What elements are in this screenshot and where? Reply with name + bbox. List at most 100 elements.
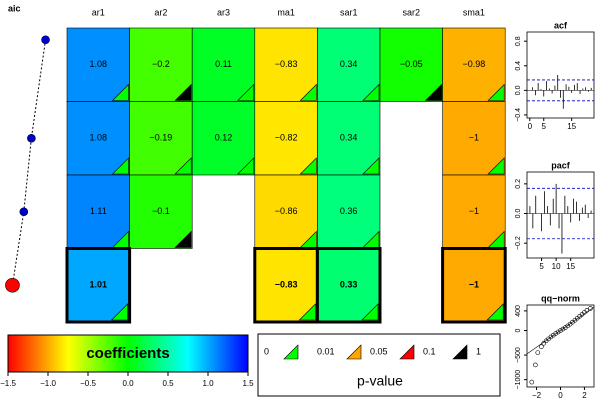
p-triangle — [424, 83, 442, 101]
x-tick-label: 15 — [567, 122, 576, 131]
coefficient-tile — [254, 101, 318, 176]
coefficient-tile — [66, 27, 130, 102]
colorbar-tick-label: −1.5 — [0, 379, 16, 388]
x-tick-label: 5 — [542, 122, 547, 131]
colorbar-tick-label: −0.5 — [80, 379, 96, 388]
tile-label: 0.33 — [340, 280, 358, 290]
tile-label: −0.98 — [463, 59, 486, 69]
tile-label: 1.11 — [90, 206, 107, 216]
tile-label: −0.19 — [150, 133, 173, 143]
p-triangle — [237, 157, 255, 175]
coefficient-tile — [65, 247, 132, 324]
tile-label: −0.83 — [275, 280, 298, 290]
aic-point — [41, 35, 50, 45]
colorbar-tick-label: 1.5 — [242, 379, 254, 388]
tile-label: 1.01 — [90, 280, 108, 290]
qq-point — [529, 379, 535, 385]
p-triangle — [361, 303, 379, 321]
qq-point — [553, 331, 559, 336]
p-triangle — [299, 157, 317, 175]
column-label: ma1 — [277, 7, 295, 17]
qq-point — [584, 308, 590, 313]
coefficient-tile — [253, 247, 319, 324]
column-label: sar1 — [340, 7, 358, 17]
qq-point — [558, 328, 563, 333]
coefficient-tile — [317, 101, 381, 176]
x-tick-label: 15 — [566, 262, 575, 271]
y-tick-label: 0.0 — [515, 85, 522, 95]
qq-point — [555, 329, 561, 335]
tile-label: −0.2 — [152, 59, 170, 69]
tile-label: 0.11 — [215, 59, 232, 69]
y-tick-label: 0.0 — [515, 209, 522, 219]
aic-point — [19, 207, 29, 217]
panel-title: pacf — [551, 160, 571, 170]
tile-label: −0.1 — [152, 206, 170, 216]
qq-point — [539, 344, 544, 350]
legend-box — [257, 333, 501, 397]
panel-frame — [526, 171, 595, 259]
coefficient-tile — [254, 174, 318, 249]
panel-frame — [526, 304, 595, 388]
legend-triangle — [283, 344, 299, 360]
colorbar-label: coefficients — [86, 345, 169, 362]
tile-label: 0.12 — [215, 133, 233, 143]
tile-label: −0.83 — [275, 59, 298, 69]
legend-triangle — [399, 344, 415, 360]
x-tick-label: 2 — [582, 391, 587, 400]
y-tick-label: 0 — [515, 328, 522, 332]
p-triangle — [298, 303, 316, 321]
tile-label: −0.05 — [400, 59, 423, 69]
coefficient-tile — [315, 247, 382, 324]
legend-label: 0.01 — [317, 346, 335, 356]
coefficient-tile — [254, 27, 318, 102]
aic-point — [27, 133, 36, 143]
tile-label: −0.82 — [275, 133, 298, 143]
coefficient-tile — [66, 101, 130, 176]
x-tick-label: −2 — [532, 391, 542, 400]
p-triangle — [174, 157, 192, 175]
tile-label: 0.34 — [340, 59, 358, 69]
x-tick-label: 0 — [558, 391, 563, 400]
panel-title: qq−norm — [541, 293, 580, 303]
coefficient-tile — [442, 27, 506, 102]
column-label: ar1 — [92, 7, 105, 17]
tile-label: 1.08 — [90, 59, 108, 69]
p-triangle — [487, 83, 505, 101]
colorbar-tick-label: −1.0 — [40, 379, 56, 388]
column-label: sma1 — [463, 7, 485, 17]
coefficient-tile — [66, 174, 130, 249]
tile-label: 1.08 — [90, 133, 108, 143]
legend-label: 1 — [476, 346, 481, 356]
p-triangle — [237, 83, 255, 101]
column-label: ar2 — [154, 7, 167, 17]
y-tick-label: −0.4 — [515, 108, 522, 122]
p-triangle — [362, 83, 380, 101]
tile-label: −0.86 — [275, 206, 298, 216]
p-triangle — [299, 83, 317, 101]
qq-point — [533, 362, 538, 368]
coefficient-tile — [129, 174, 193, 249]
y-tick-label: 0.2 — [515, 179, 522, 189]
column-label: sar2 — [403, 7, 421, 17]
tile-label: −1 — [469, 206, 479, 216]
coefficient-tile — [379, 27, 443, 102]
x-tick-label: 5 — [539, 262, 544, 271]
colorbar-tick-label: 0.5 — [162, 379, 174, 388]
legend-title: p-value — [357, 373, 403, 389]
qq-point — [535, 350, 541, 355]
p-triangle — [174, 83, 192, 101]
y-tick-label: 0.8 — [515, 36, 522, 46]
p-triangle — [110, 303, 128, 321]
tile-label: −1 — [469, 280, 479, 290]
legend-label: 0 — [264, 346, 269, 356]
tile-label: 0.36 — [340, 206, 358, 216]
coefficient-tile — [317, 174, 381, 249]
coefficient-tile — [191, 27, 256, 102]
qq-line — [526, 306, 595, 355]
y-tick-label: −1000 — [515, 370, 522, 390]
legend-label: 0.05 — [370, 346, 388, 356]
panel-frame — [526, 31, 595, 119]
qq-point — [541, 340, 547, 346]
